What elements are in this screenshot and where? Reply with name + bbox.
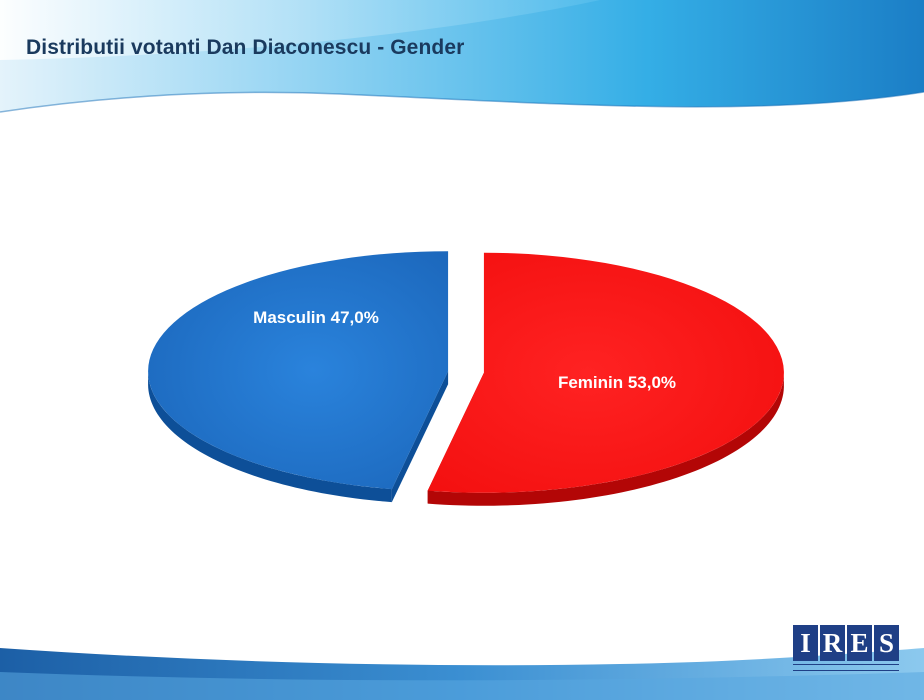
pie-label-masculin: Masculin 47,0% <box>253 308 379 327</box>
slide-title: Distributii votanti Dan Diaconescu - Gen… <box>26 36 465 59</box>
header-band-highlight <box>0 0 600 60</box>
pie-slice-edge-masculin <box>391 371 449 503</box>
ires-logo-letter: I <box>793 625 818 661</box>
header-band-edge <box>0 91 924 113</box>
ires-logo-tagline-line <box>793 664 899 671</box>
pie-slice-feminin[interactable] <box>427 252 784 493</box>
footer-band-light <box>0 672 924 700</box>
pie-slice-side-masculin <box>148 371 392 503</box>
pie-label-feminin: Feminin 53,0% <box>558 373 676 392</box>
ires-logo-letter: S <box>874 625 899 661</box>
ires-logo-letter: E <box>847 625 872 661</box>
ires-logo-letter: R <box>820 625 845 661</box>
pie-slice-masculin[interactable] <box>148 251 449 490</box>
pie-chart: Masculin 47,0% Feminin 53,0% <box>148 251 784 506</box>
